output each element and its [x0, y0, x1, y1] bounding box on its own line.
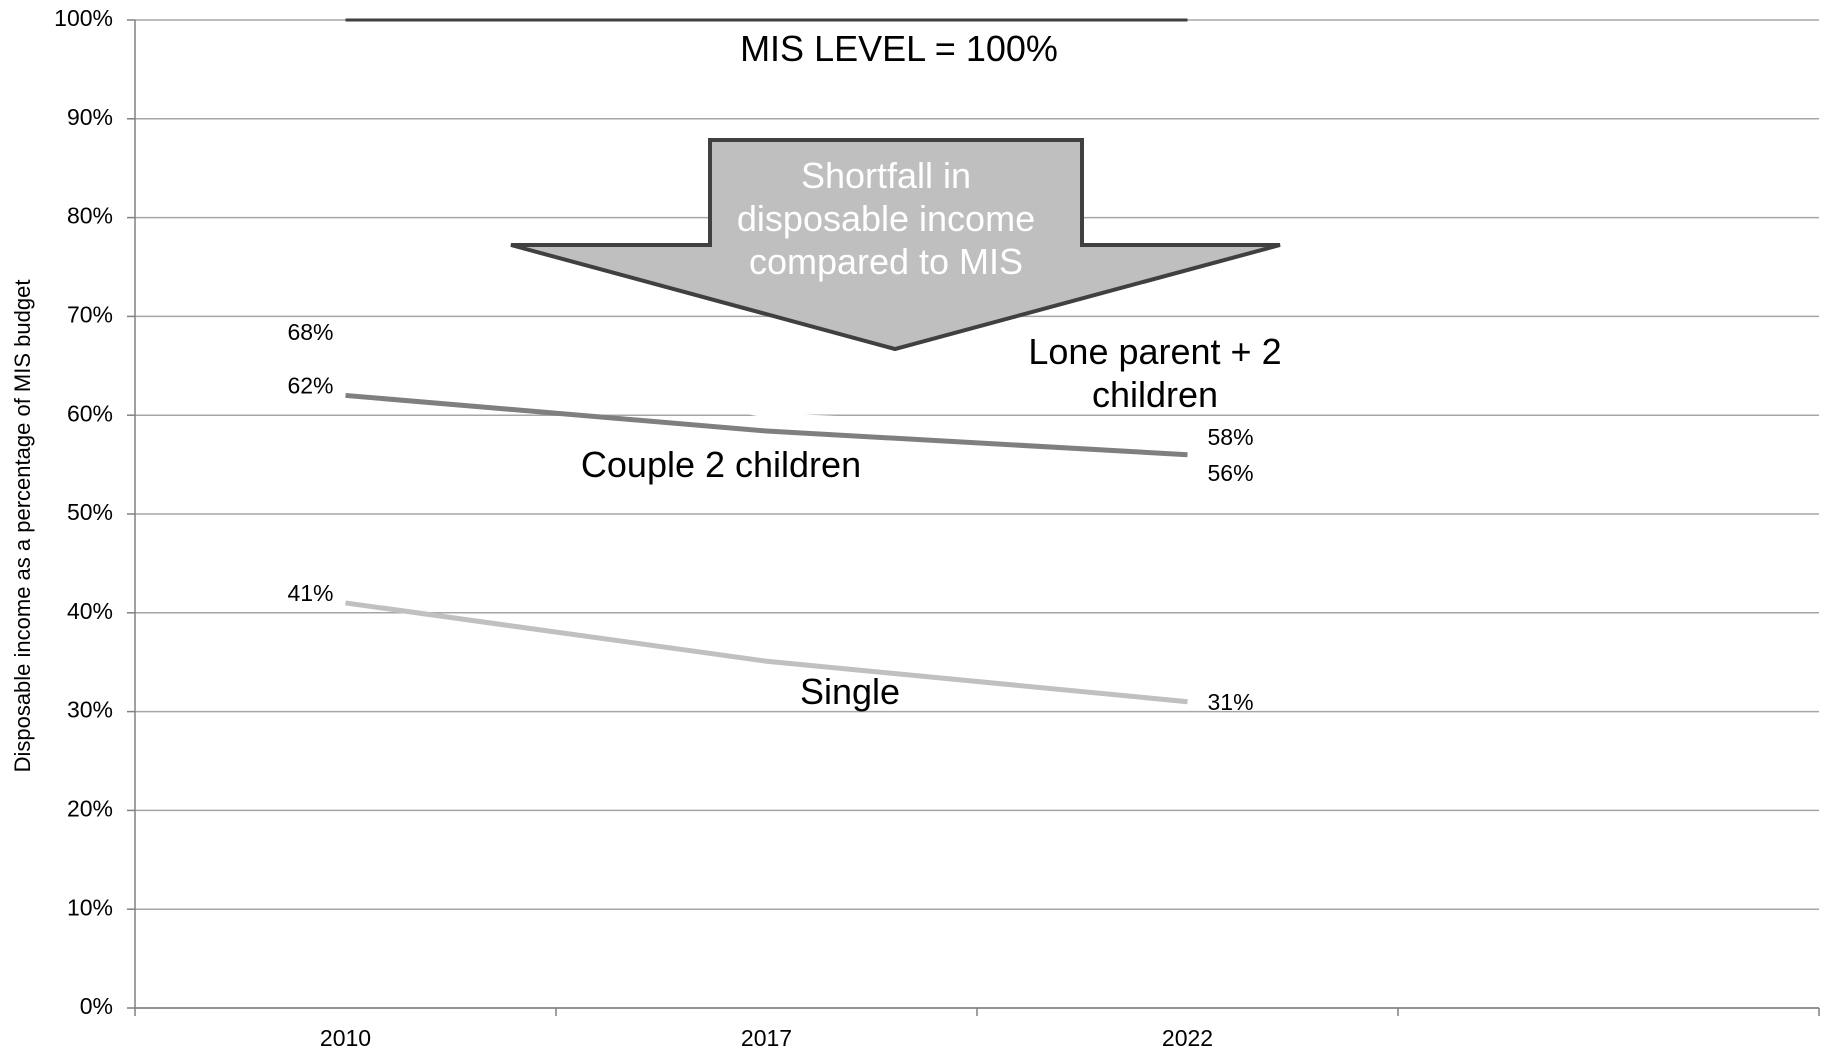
y-tick-label: 80%: [67, 203, 113, 229]
data-label: 56%: [1208, 460, 1254, 486]
y-tick-label: 70%: [67, 301, 113, 327]
x-tick-label: 2022: [1162, 1025, 1213, 1051]
series-line: [345, 392, 1188, 458]
series-line: [345, 600, 1188, 705]
data-label: 58%: [1208, 424, 1254, 450]
series-line: [345, 333, 1188, 438]
data-label: 31%: [1208, 689, 1254, 715]
data-label: 41%: [287, 580, 333, 606]
annotation: Shortfall in disposable income compared …: [736, 155, 1036, 282]
y-tick-label: 30%: [67, 697, 113, 723]
y-tick-label: 40%: [67, 598, 113, 624]
series-label: MIS LEVEL = 100%: [740, 28, 1058, 69]
y-tick-label: 60%: [67, 400, 113, 426]
y-tick-label: 90%: [67, 104, 113, 130]
data-label: 68%: [287, 319, 333, 345]
x-tick-label: 2010: [320, 1025, 371, 1051]
y-tick-label: 0%: [80, 993, 113, 1019]
arrow: [510, 138, 1281, 352]
y-tick-label: 50%: [67, 499, 113, 525]
y-tick-label: 20%: [67, 795, 113, 821]
series-label: Lone parent + 2 children: [1028, 331, 1282, 415]
series-label: Couple 2 children: [580, 444, 862, 485]
y-axis-title: Disposable income as a percentage of MIS…: [10, 280, 35, 773]
y-tick-label: 10%: [67, 894, 113, 920]
data-label: 62%: [287, 373, 333, 399]
series-label: Single: [799, 671, 901, 712]
y-tick-label: 100%: [54, 5, 113, 31]
x-tick-label: 2017: [741, 1025, 792, 1051]
